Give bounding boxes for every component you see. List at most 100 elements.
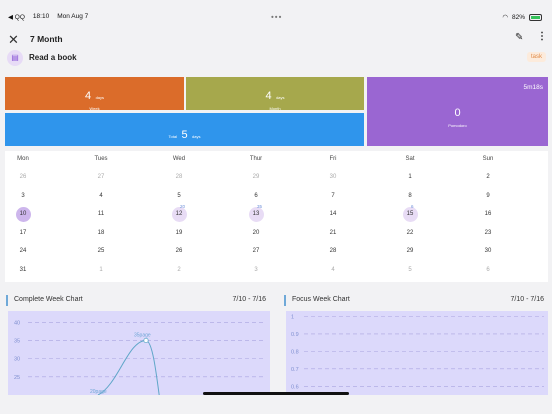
edit-icon[interactable]: ✎ xyxy=(515,32,524,43)
multitask-dots[interactable]: ••• xyxy=(271,12,283,22)
calendar-day[interactable]: 25 xyxy=(97,248,105,255)
y-tick-label: 0.6 xyxy=(291,384,299,390)
calendar-day[interactable]: 27 xyxy=(97,174,105,180)
month-stat: 4 days Month xyxy=(186,77,364,111)
calendar-day[interactable]: 6 xyxy=(486,267,490,273)
calendar-day[interactable]: 1 xyxy=(408,174,412,180)
chart-range: 7/10 - 7/16 xyxy=(510,296,544,303)
weekday-header: Fri xyxy=(329,156,337,162)
calendar-day[interactable]: 11 xyxy=(97,211,105,218)
y-tick-label: 35 xyxy=(14,338,20,344)
chart-accent-bar xyxy=(6,295,8,306)
calendar-day[interactable]: 2 xyxy=(177,267,181,273)
y-tick-label: 0.9 xyxy=(291,332,299,338)
battery-icon xyxy=(529,13,542,21)
chart-title: Complete Week Chart xyxy=(14,296,83,303)
weekday-header: Mon xyxy=(17,156,29,162)
more-vertical-icon[interactable]: ⋮ xyxy=(537,31,547,42)
y-tick-label: 0.7 xyxy=(291,367,299,373)
calendar-day[interactable]: 13 xyxy=(252,211,260,218)
calendar-day[interactable]: 12 xyxy=(175,211,183,218)
calendar-day[interactable]: 9 xyxy=(486,192,490,199)
chart-range: 7/10 - 7/16 xyxy=(232,296,266,303)
habit-row: ▤ Read a book task xyxy=(0,48,552,68)
calendar-day[interactable]: 24 xyxy=(19,248,27,255)
wifi-icon: ◠ xyxy=(502,14,508,21)
data-point xyxy=(143,337,149,344)
weekday-header: Sun xyxy=(482,156,494,162)
check-mark-circle xyxy=(248,206,264,222)
calendar-day[interactable]: 19 xyxy=(175,229,183,236)
calendar-day[interactable]: 22 xyxy=(406,229,414,236)
calendar-day[interactable]: 4 xyxy=(331,267,335,273)
calendar-day[interactable]: 21 xyxy=(329,229,337,236)
focus-week-chart: Focus Week Chart 7/10 - 7/16 1 0.9 0.8 0.7 0… xyxy=(282,291,548,395)
calendar-day[interactable]: 17 xyxy=(19,229,27,236)
battery-text: 82% xyxy=(511,13,525,21)
calendar-day[interactable]: 26 xyxy=(175,248,183,255)
calendar-day[interactable]: 30 xyxy=(329,174,337,180)
complete-week-chart: Complete Week Chart 7/10 - 7/16 40 35 30 25… xyxy=(4,291,270,395)
status-time: 18:10 xyxy=(32,13,50,20)
day-value-label: 35 xyxy=(257,204,263,210)
calendar-day[interactable]: 7 xyxy=(331,192,335,199)
calendar-day[interactable]: 5 xyxy=(177,192,181,199)
calendar-day[interactable]: 18 xyxy=(97,229,105,236)
calendar-day[interactable]: 16 xyxy=(484,211,492,218)
data-label: 20page xyxy=(90,389,107,395)
home-indicator[interactable] xyxy=(203,392,349,395)
calendar-day[interactable]: 20 xyxy=(252,229,260,236)
top-bar: ✕ 7 Month ✎ ⋮ xyxy=(0,28,552,50)
calendar-day[interactable]: 10 xyxy=(19,211,27,218)
calendar-day[interactable]: 28 xyxy=(175,174,183,180)
weekday-header: Thur xyxy=(249,156,263,162)
task-badge: task xyxy=(527,52,547,62)
data-label: 35page xyxy=(134,332,151,338)
calendar-day[interactable]: 31 xyxy=(19,267,27,273)
y-tick-label: 40 xyxy=(14,320,20,326)
weekday-header: Tues xyxy=(94,156,108,162)
focus-chart-plot: 1 0.9 0.8 0.7 0.6 xyxy=(291,314,544,390)
calendar-day[interactable]: 1 xyxy=(99,267,103,273)
status-bar: ◀ QQ 18:10 Mon Aug 7 ••• ◠ 82% xyxy=(0,0,552,22)
weekday-header: Wed xyxy=(172,156,186,162)
calendar-day[interactable]: 5 xyxy=(408,267,412,273)
week-stat: 4 days Week xyxy=(5,77,184,111)
weekday-header: Sat xyxy=(405,156,415,162)
habit-name: Read a book xyxy=(29,53,77,62)
series-line xyxy=(97,339,160,395)
calendar-day[interactable]: 2 xyxy=(486,174,490,180)
pomodoro-stat: 5m18s 0 Pomodoro xyxy=(367,77,548,146)
check-mark-circle xyxy=(171,206,187,222)
calendar-day[interactable]: 26 xyxy=(19,174,27,180)
pomodoro-time: 5m18s xyxy=(523,84,543,91)
calendar-day[interactable]: 15 xyxy=(406,211,414,218)
calendar-day[interactable]: 27 xyxy=(252,248,260,255)
calendar-day[interactable]: 8 xyxy=(408,192,412,199)
chart-title: Focus Week Chart xyxy=(292,296,350,303)
calendar-day[interactable]: 3 xyxy=(21,192,25,199)
calendar-day[interactable]: 29 xyxy=(252,174,260,180)
back-to-app[interactable]: ◀ QQ xyxy=(8,14,25,21)
calendar-day[interactable]: 3 xyxy=(254,267,258,273)
day-value-label: 20 xyxy=(180,204,186,210)
close-icon[interactable]: ✕ xyxy=(8,32,19,47)
calendar-day[interactable]: 4 xyxy=(99,192,103,199)
book-icon: ▤ xyxy=(7,50,23,66)
calendar-day[interactable]: 14 xyxy=(329,211,337,218)
calendar-day[interactable]: 30 xyxy=(484,248,492,255)
stats-panel: 4 days Week 4 days Month Total 5 days 5m18… xyxy=(5,75,548,147)
y-tick-label: 30 xyxy=(14,357,20,363)
chart-accent-bar xyxy=(284,295,286,306)
y-tick-label: 0.8 xyxy=(291,349,299,355)
month-calendar: Mon Tues Wed Thur Fri Sat Sun 26 27 28 29 30 1 2 3 4 5 6 7… xyxy=(5,151,548,282)
calendar-day[interactable]: 29 xyxy=(406,248,414,255)
total-stat: Total 5 days xyxy=(5,113,364,146)
status-date: Mon Aug 7 xyxy=(57,13,89,20)
day-value-label: 6 xyxy=(411,204,414,210)
calendar-day[interactable]: 28 xyxy=(329,248,337,255)
page-title: 7 Month xyxy=(30,34,63,44)
complete-chart-plot: 40 35 30 25 35page 20page xyxy=(14,320,266,395)
calendar-day[interactable]: 6 xyxy=(254,192,258,199)
calendar-day[interactable]: 23 xyxy=(484,229,492,236)
